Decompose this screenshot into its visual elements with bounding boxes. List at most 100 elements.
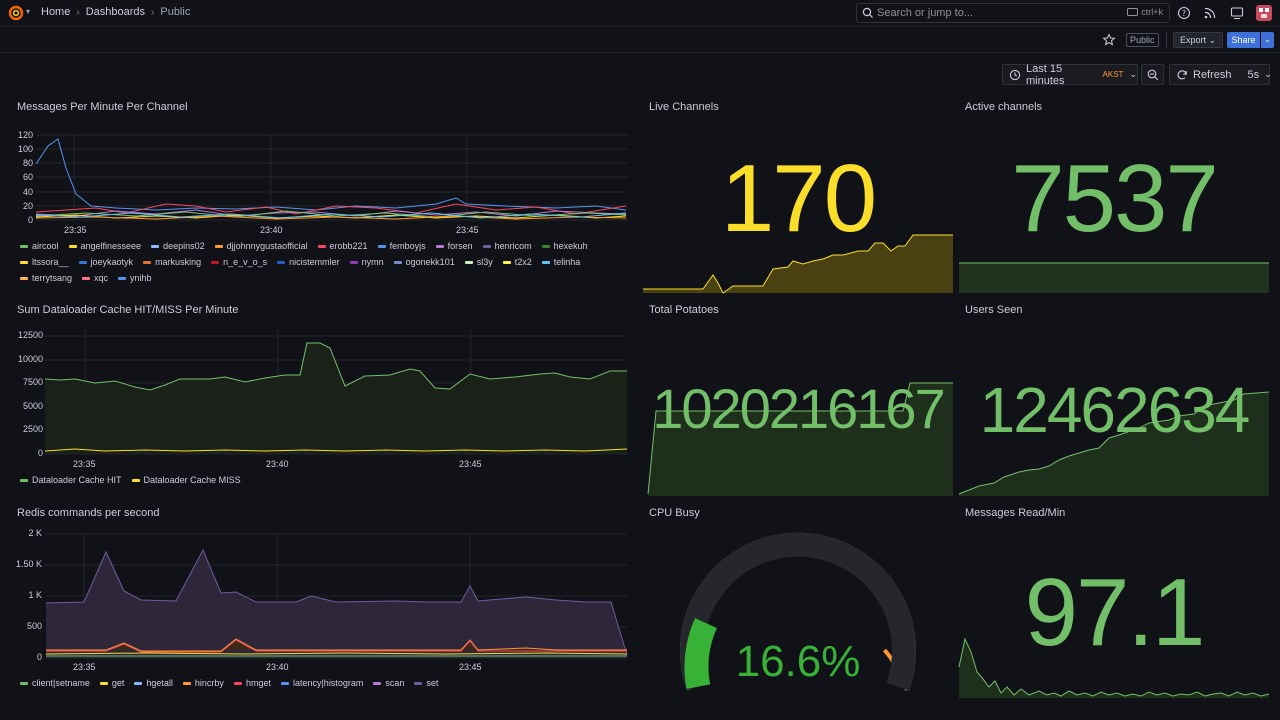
chevron-down-icon: ⌄ [1129,69,1137,79]
chevron-down-icon: ⌄ [1208,35,1217,45]
legend-item[interactable]: n_e_v_o_s [211,257,267,267]
y-tick-label: 120 [17,130,33,140]
time-range-picker[interactable]: Last 15 minutes AKST ⌄ [1002,63,1138,87]
legend-swatch [502,260,511,264]
live-channels-sparkline [643,234,953,294]
legend-item[interactable]: t2x2 [502,257,532,267]
legend-item[interactable]: sl3y [464,257,493,267]
refresh-interval[interactable]: 5s [1247,68,1260,81]
legend-item[interactable]: terrytsang [20,273,72,283]
breadcrumb-dashboards[interactable]: Dashboards [85,6,146,18]
legend-item[interactable]: scan [373,678,404,688]
legend-item[interactable]: hincrby [182,678,224,688]
legend-swatch [131,478,140,482]
export-button[interactable]: Export ⌄ [1173,32,1224,48]
kiosk-monitor-icon[interactable] [1230,6,1244,20]
legend-swatch [99,681,108,685]
y-tick-label: 12500 [17,330,43,340]
legend-item[interactable]: Dataloader Cache MISS [131,475,241,485]
legend-item[interactable]: femboyjs [377,241,426,251]
refresh-label: Refresh [1193,68,1232,81]
panel-title: CPU Busy [649,507,700,519]
x-tick-label: 23:35 [73,459,96,469]
stat-value: 1020216167 [652,377,945,440]
keyboard-icon [1127,8,1139,16]
breadcrumb-current: Public [160,6,191,18]
stat-value: 7537 [1011,145,1219,252]
share-button[interactable]: Share [1227,32,1260,48]
legend-item[interactable]: djjohnnygustaofficial [214,241,308,251]
menu-chevron-down-icon[interactable]: ▾ [26,7,31,16]
legend-swatch [317,244,326,248]
legend-swatch [435,244,444,248]
breadcrumb: Home › Dashboards › Public [41,6,190,18]
legend-item[interactable]: ogonekk101 [393,257,455,267]
x-tick-label: 23:45 [456,225,479,235]
avatar-pattern-icon [1259,8,1269,18]
redis-timeseries-chart[interactable] [45,533,628,659]
legend-item[interactable]: client|setname [20,678,90,688]
gauge-value: 16.6% [735,637,861,686]
legend-item[interactable]: forsen [435,241,473,251]
panel-title: Total Potatoes [649,304,719,316]
legend-item[interactable]: markusking [143,257,201,267]
news-rss-icon[interactable] [1203,6,1217,20]
legend-swatch [182,681,191,685]
panel-live-channels: Live Channels 170 [643,101,953,294]
x-tick-label: 23:35 [64,225,87,235]
legend-item[interactable]: Dataloader Cache HIT [20,475,122,485]
panel-active-channels: Active channels 7537 [959,101,1269,293]
legend-item[interactable]: deepins02 [151,241,205,251]
legend-item[interactable]: angelfinesseee [68,241,141,251]
legend-swatch [143,260,152,264]
stat-value: 170 [720,145,877,252]
x-tick-label: 23:40 [266,459,289,469]
legend-item[interactable]: hmget [233,678,271,688]
y-tick-label: 1.50 K [15,559,42,569]
legend-item[interactable]: telinha [541,257,580,267]
zoom-out-button[interactable] [1141,64,1164,85]
legend-swatch [280,681,289,685]
legend-item[interactable]: nymn [349,257,384,267]
legend-item[interactable]: set [414,678,438,688]
legend-item[interactable]: latency|histogram [280,678,363,688]
legend-item[interactable]: henricom [482,241,532,251]
legend-item[interactable]: xqc [82,273,108,283]
legend-swatch [377,244,386,248]
stat-value: 12462634 [979,374,1251,446]
refresh-button[interactable]: Refresh 5s ⌄ [1169,64,1272,85]
legend-swatch [349,260,358,264]
legend-item[interactable]: ltssora__ [20,257,69,267]
panel-title: Sum Dataloader Cache HIT/MISS Per Minute [17,304,239,316]
toolbar-divider [1166,32,1167,48]
help-icon[interactable]: ? [1177,6,1191,20]
legend-item[interactable]: hgetall [134,678,173,688]
share-dropdown-chevron-icon[interactable]: ⌄ [1261,32,1274,48]
user-avatar[interactable] [1256,5,1272,21]
breadcrumb-home[interactable]: Home [41,6,71,18]
legend-item[interactable]: get [99,678,124,688]
panel-title: Messages Per Minute Per Channel [17,101,188,113]
y-tick-label: 1 K [28,590,42,600]
panel-title: Messages Read/Min [965,507,1066,519]
legend-item[interactable]: hexekuh [541,241,588,251]
legend-swatch [541,260,550,264]
star-icon[interactable] [1102,33,1116,47]
refresh-icon [1177,69,1187,79]
messages-timeseries-chart[interactable] [35,134,628,221]
legend-item[interactable]: ynihb [118,273,152,283]
legend-swatch [68,244,77,248]
grafana-logo-icon[interactable] [8,5,24,21]
legend-swatch [20,478,28,482]
chart-legend: Dataloader Cache HIT Dataloader Cache MI… [20,475,628,485]
legend-item[interactable]: nicistemmler [277,257,340,267]
legend-item[interactable]: erobb221 [317,241,368,251]
dataloader-timeseries-chart[interactable] [44,330,628,455]
active-channels-sparkline [959,262,1269,293]
y-tick-label: 5000 [22,401,43,411]
legend-item[interactable]: joeykaotyk [78,257,133,267]
search-bar[interactable]: ctrl+k [856,3,1170,23]
x-tick-label: 23:35 [73,662,96,672]
search-input[interactable] [877,7,1117,19]
legend-item[interactable]: aircool [20,241,59,251]
